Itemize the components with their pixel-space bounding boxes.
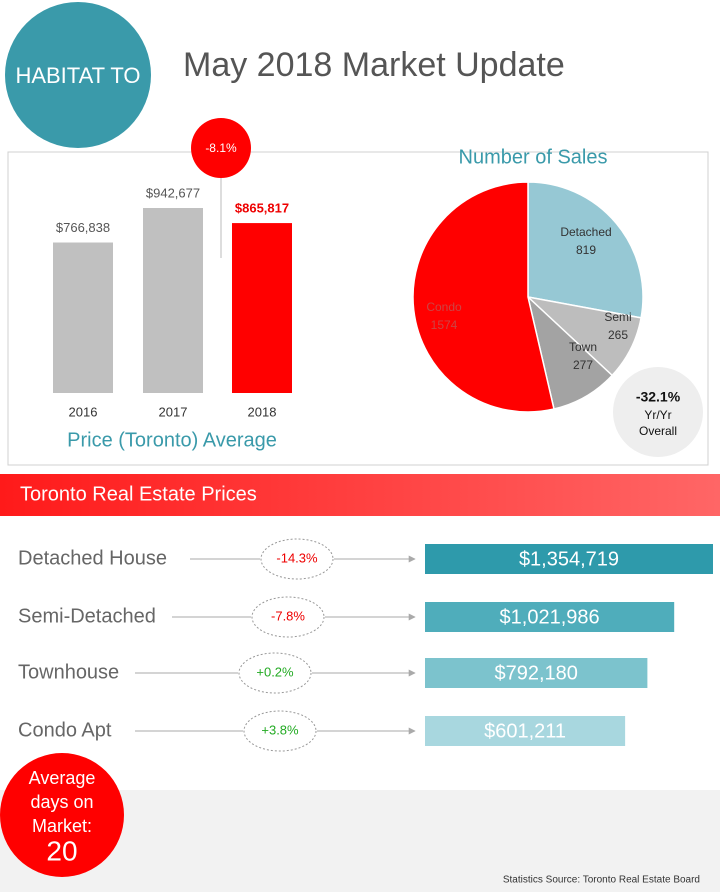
- change-ellipse: [260, 538, 334, 580]
- days-label: Market:: [32, 816, 92, 836]
- bar: [143, 208, 203, 393]
- logo: HABITAT TO: [15, 63, 140, 88]
- logo-circle: [5, 2, 151, 148]
- annotation-line: Yr/Yr: [644, 408, 671, 422]
- category-label: Condo Apt: [18, 719, 112, 741]
- annotation-circle: [613, 367, 703, 457]
- category-label: Detached House: [18, 547, 167, 569]
- value-label: $1,021,986: [500, 606, 600, 628]
- bar: [425, 544, 713, 574]
- banner-title: Toronto Real Estate Prices: [20, 483, 257, 505]
- chart-title: Number of Sales: [459, 146, 608, 168]
- pie-slice: [527, 181, 644, 319]
- bar: [425, 658, 648, 688]
- x-tick-label: 2018: [248, 404, 277, 419]
- value-label: $865,817: [235, 201, 289, 216]
- annotation: -8.1%: [205, 141, 237, 155]
- bar: [425, 716, 626, 746]
- slice-value: 265: [608, 328, 628, 342]
- change-label: -14.3%: [276, 550, 318, 565]
- slice-label: Condo: [426, 300, 462, 314]
- change-ellipse: [238, 652, 312, 694]
- category-label: Townhouse: [18, 661, 119, 683]
- value-label: $792,180: [494, 662, 577, 684]
- days-label: days on: [30, 792, 93, 812]
- value-label: $942,677: [146, 185, 200, 200]
- pie-slice: [412, 181, 555, 413]
- slice-label: Semi: [604, 310, 631, 324]
- change-ellipse: [251, 596, 325, 638]
- annotation-value: -32.1%: [636, 389, 681, 405]
- category-label: Semi-Detached: [18, 605, 156, 627]
- days-value: 20: [46, 835, 77, 866]
- change-label: -7.8%: [271, 608, 305, 623]
- days-circle: [0, 753, 124, 877]
- annotation-line: Overall: [639, 424, 677, 438]
- chart-box: [7, 151, 709, 466]
- change-label: +3.8%: [261, 722, 299, 737]
- days-label: Average: [29, 768, 96, 788]
- bar: [232, 223, 292, 393]
- banner: [0, 474, 720, 516]
- change-label: +0.2%: [256, 664, 294, 679]
- change-ellipse: [243, 710, 317, 752]
- source: Statistics Source: Toronto Real Estate B…: [503, 875, 700, 886]
- value-label: $766,838: [56, 220, 110, 235]
- title: May 2018 Market Update: [183, 46, 565, 84]
- slice-value: 1574: [431, 318, 458, 332]
- chart-title: Price (Toronto) Average: [67, 429, 277, 451]
- slice-value: 277: [573, 358, 593, 372]
- annotation-circle: [191, 118, 251, 178]
- slice-value: 819: [576, 243, 596, 257]
- x-tick-label: 2017: [159, 404, 188, 419]
- value-label: $601,211: [484, 720, 566, 742]
- slice-label: Town: [569, 340, 597, 354]
- x-tick-label: 2016: [69, 404, 98, 419]
- value-label: $1,354,719: [519, 548, 619, 570]
- bar: [53, 242, 113, 393]
- slice-label: Detached: [560, 225, 611, 239]
- bar: [425, 602, 675, 632]
